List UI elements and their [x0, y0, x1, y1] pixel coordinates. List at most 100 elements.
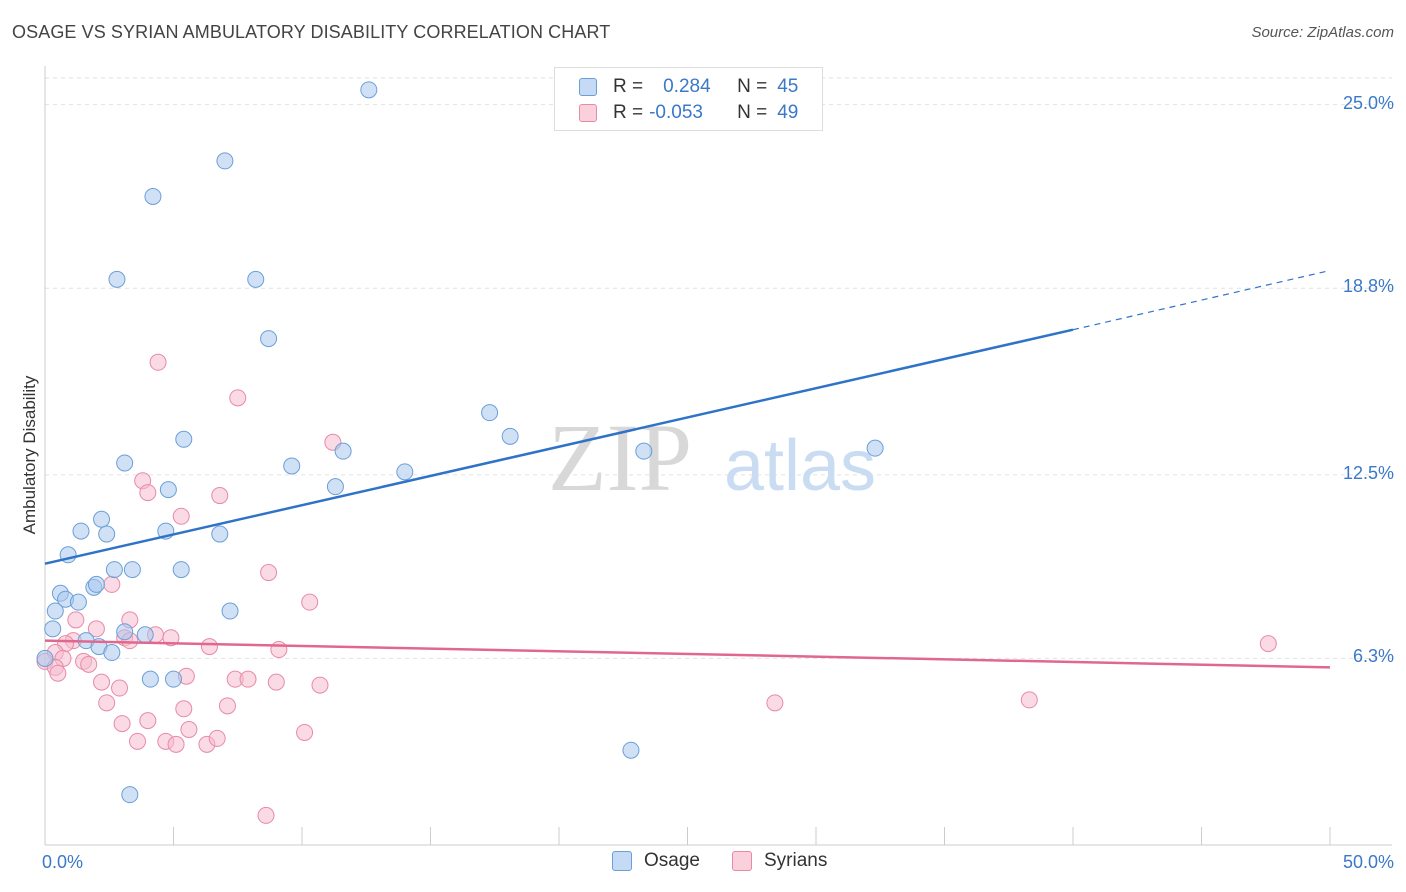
- syrians-point: [180, 721, 198, 739]
- osage-point: [121, 786, 139, 804]
- source-label: Source: ZipAtlas.com: [1251, 24, 1394, 41]
- r-value: -0.053: [649, 102, 703, 123]
- grid-lines: [45, 77, 1392, 659]
- y-tick-label: 12.5%: [1342, 462, 1394, 483]
- osage-point: [260, 330, 278, 348]
- legend-row-osage: R = 0.284 N = 45: [579, 74, 798, 100]
- syrians-point: [139, 712, 157, 730]
- syrians-point: [211, 487, 229, 505]
- syrians-point: [67, 611, 85, 629]
- osage-point: [144, 187, 162, 205]
- syrians-point: [139, 484, 157, 502]
- osage-point: [360, 81, 378, 99]
- syrians-point: [49, 664, 67, 682]
- syrians-point: [1259, 635, 1277, 653]
- syrians-point: [167, 735, 185, 753]
- osage-trend-line: [44, 328, 1074, 565]
- syrians-legend-swatch: [732, 851, 752, 871]
- osage-point: [635, 442, 653, 460]
- r-label: R =: [613, 76, 644, 97]
- syrians-point: [103, 575, 121, 593]
- osage-point: [72, 522, 90, 540]
- r-value: 0.284: [663, 76, 711, 97]
- syrians-point: [200, 638, 218, 656]
- osage-point: [93, 510, 111, 528]
- osage-point: [622, 741, 640, 759]
- osage-point: [216, 152, 234, 170]
- syrians-point: [111, 679, 129, 697]
- syrians-point: [87, 620, 105, 638]
- syrians-point: [239, 670, 257, 688]
- osage-point: [141, 670, 159, 688]
- syrians-point: [80, 655, 98, 673]
- y-tick-label: 18.8%: [1342, 276, 1394, 297]
- osage-point: [87, 575, 105, 593]
- n-value: 49: [777, 102, 799, 123]
- syrians-point: [208, 729, 226, 747]
- syrians-point: [129, 732, 147, 750]
- osage-point: [283, 457, 301, 475]
- osage-point: [866, 439, 884, 457]
- syrians-point: [267, 673, 285, 691]
- osage-point: [136, 626, 154, 644]
- osage-point: [116, 623, 134, 641]
- y-tick-label: 6.3%: [1352, 646, 1394, 667]
- osage-trend-extension: [1072, 269, 1331, 331]
- osage-point: [159, 481, 177, 499]
- osage-point: [108, 270, 126, 288]
- osage-point: [396, 463, 414, 481]
- syrians-point: [257, 806, 275, 824]
- syrians-point: [1020, 691, 1038, 709]
- osage-swatch: [579, 78, 597, 96]
- syrians-point: [162, 629, 180, 647]
- syrians-legend-label: Syrians: [764, 850, 828, 871]
- series-legend: Osage Syrians: [0, 850, 1406, 880]
- syrians-point: [149, 353, 167, 371]
- syrians-point: [172, 507, 190, 525]
- syrians-point: [311, 676, 329, 694]
- chart-title: OSAGE VS SYRIAN AMBULATORY DISABILITY CO…: [12, 22, 611, 42]
- syrians-points: [36, 353, 1277, 824]
- syrians-point: [766, 694, 784, 712]
- osage-point: [116, 454, 134, 472]
- axes: [44, 66, 1392, 846]
- trend-lines: [44, 269, 1331, 669]
- legend-item-syrians: Syrians: [732, 850, 827, 872]
- osage-point: [501, 427, 519, 445]
- syrians-trend-line: [44, 639, 1331, 669]
- osage-legend-label: Osage: [644, 850, 700, 871]
- osage-points: [36, 81, 884, 804]
- n-label: N =: [737, 76, 768, 97]
- legend-item-osage: Osage: [612, 850, 700, 872]
- osage-point: [103, 644, 121, 662]
- osage-point: [165, 670, 182, 688]
- osage-point: [105, 561, 123, 579]
- osage-point: [69, 593, 87, 611]
- legend-row-syrians: R = -0.053 N = 49: [579, 100, 798, 126]
- osage-point: [98, 525, 116, 543]
- osage-point: [44, 620, 62, 638]
- syrians-point: [113, 715, 131, 733]
- osage-point: [326, 478, 344, 496]
- syrians-point: [98, 694, 116, 712]
- r-label: R =: [613, 102, 644, 123]
- osage-point: [172, 561, 190, 579]
- syrians-point: [175, 700, 193, 718]
- y-tick-label: 25.0%: [1342, 92, 1394, 113]
- x-tick-max: 50.0%: [1342, 852, 1394, 872]
- syrians-point: [270, 641, 288, 659]
- syrians-point: [93, 673, 111, 691]
- watermark-atlas: atlas: [724, 426, 876, 506]
- osage-legend-swatch: [612, 851, 632, 871]
- osage-point: [221, 602, 239, 620]
- syrians-point: [229, 389, 247, 407]
- n-value: 45: [777, 76, 799, 97]
- osage-point: [211, 525, 229, 543]
- osage-point: [123, 561, 141, 579]
- osage-point: [36, 649, 54, 667]
- watermark: ZIP atlas: [548, 404, 876, 511]
- syrians-point: [260, 564, 278, 582]
- osage-point: [175, 430, 193, 448]
- syrians-point: [301, 593, 319, 611]
